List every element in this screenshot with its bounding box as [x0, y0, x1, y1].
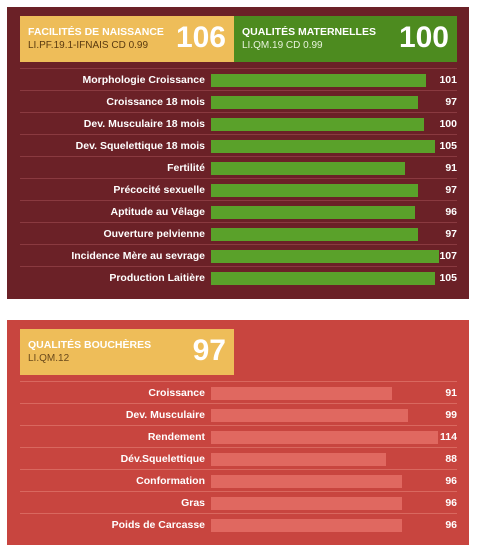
- index-bar: [211, 228, 418, 241]
- index-row: Rendement 114: [20, 425, 457, 447]
- index-row: Dev. Musculaire 18 mois 100: [20, 112, 457, 134]
- index-row: Ouverture pelvienne 97: [20, 222, 457, 244]
- index-rows-top: Morphologie Croissance 101 Croissance 18 m…: [20, 68, 457, 288]
- index-label: Dev. Musculaire: [125, 409, 205, 421]
- index-row: Croissance 91: [20, 381, 457, 403]
- index-row: Morphologie Croissance 101: [20, 68, 457, 90]
- index-value: 97: [445, 184, 457, 196]
- index-bar: [211, 118, 424, 131]
- index-bar: [211, 387, 392, 400]
- index-value: 96: [445, 475, 457, 487]
- index-value: 101: [439, 74, 457, 86]
- index-row: Incidence Mère au sevrage 107: [20, 244, 457, 266]
- index-row: Précocité sexuelle 97: [20, 178, 457, 200]
- index-bar: [211, 497, 402, 510]
- header-qualites-boucheres: QUALITÉS BOUCHÈRES LI.QM.12 97: [20, 329, 234, 375]
- index-value: 96: [445, 519, 457, 531]
- index-label: Rendement: [147, 431, 205, 443]
- index-row: Dev. Squelettique 18 mois 105: [20, 134, 457, 156]
- index-label: Croissance 18 mois: [106, 96, 205, 108]
- index-value: 107: [439, 250, 457, 262]
- index-row: Fertilité 91: [20, 156, 457, 178]
- index-value: 88: [445, 453, 457, 465]
- index-row: Aptitude au Vêlage 96: [20, 200, 457, 222]
- header-title: FACILITÉS DE NAISSANCE: [28, 26, 164, 38]
- header-subtitle: LI.PF.19.1-IFNAIS CD 0.99: [28, 40, 149, 51]
- index-value: 97: [445, 96, 457, 108]
- index-label: Aptitude au Vêlage: [110, 206, 205, 218]
- header-facilites-naissance: FACILITÉS DE NAISSANCE LI.PF.19.1-IFNAIS…: [20, 16, 234, 62]
- header-value: 100: [398, 21, 449, 54]
- index-value: 114: [440, 431, 457, 443]
- index-bar: [211, 206, 415, 219]
- index-value: 105: [439, 140, 457, 152]
- index-label: Dev. Musculaire 18 mois: [83, 118, 205, 130]
- header-subtitle: LI.QM.12: [28, 353, 70, 364]
- index-label: Morphologie Croissance: [82, 74, 205, 86]
- index-bar: [211, 409, 408, 422]
- index-row: Gras 96: [20, 491, 457, 513]
- index-value: 97: [445, 228, 457, 240]
- index-label: Dév.Squelettique: [120, 453, 205, 465]
- index-row: Poids de Carcasse 96: [20, 513, 457, 535]
- index-row: Dév.Squelettique 88: [20, 447, 457, 469]
- index-bar: [211, 519, 402, 532]
- index-bar: [211, 184, 418, 197]
- index-value: 91: [445, 387, 457, 399]
- index-label: Gras: [181, 497, 205, 509]
- index-label: Production Laitière: [109, 272, 205, 284]
- header-title: QUALITÉS BOUCHÈRES: [28, 339, 152, 351]
- header-qualites-maternelles: QUALITÉS MATERNELLES LI.QM.19 CD 0.99 10…: [234, 16, 457, 62]
- index-label: Dev. Squelettique 18 mois: [75, 140, 205, 152]
- index-value: 96: [445, 206, 457, 218]
- index-bar: [211, 272, 435, 285]
- index-label: Conformation: [136, 475, 205, 487]
- index-label: Ouverture pelvienne: [103, 228, 205, 240]
- index-label: Précocité sexuelle: [113, 184, 205, 196]
- index-row: Croissance 18 mois 97: [20, 90, 457, 112]
- index-value: 99: [445, 409, 457, 421]
- index-value: 96: [445, 497, 457, 509]
- index-label: Incidence Mère au sevrage: [71, 250, 205, 262]
- index-value: 100: [439, 118, 457, 130]
- index-row: Production Laitière 105: [20, 266, 457, 288]
- header-title: QUALITÉS MATERNELLES: [242, 26, 376, 38]
- index-bar: [211, 431, 438, 444]
- index-bar: [211, 250, 439, 263]
- genetic-index-panel-bottom: QUALITÉS BOUCHÈRES LI.QM.12 97 Croissanc…: [7, 320, 469, 545]
- index-label: Poids de Carcasse: [111, 519, 205, 531]
- header-value: 97: [192, 334, 226, 367]
- index-bar: [211, 453, 386, 466]
- header-value: 106: [175, 21, 226, 54]
- genetic-index-panel-top: FACILITÉS DE NAISSANCE LI.PF.19.1-IFNAIS…: [7, 7, 469, 299]
- index-value: 105: [439, 272, 457, 284]
- index-label: Fertilité: [167, 162, 205, 174]
- index-bar: [211, 96, 418, 109]
- index-label: Croissance: [148, 387, 205, 399]
- index-row: Dev. Musculaire 99: [20, 403, 457, 425]
- header-subtitle: LI.QM.19 CD 0.99: [242, 40, 323, 51]
- index-value: 91: [445, 162, 457, 174]
- index-bar: [211, 140, 435, 153]
- index-bar: [211, 475, 402, 488]
- index-bar: [211, 162, 405, 175]
- index-row: Conformation 96: [20, 469, 457, 491]
- index-rows-bottom: Croissance 91 Dev. Musculaire 99 Rendement 11…: [20, 381, 457, 535]
- index-bar: [211, 74, 426, 87]
